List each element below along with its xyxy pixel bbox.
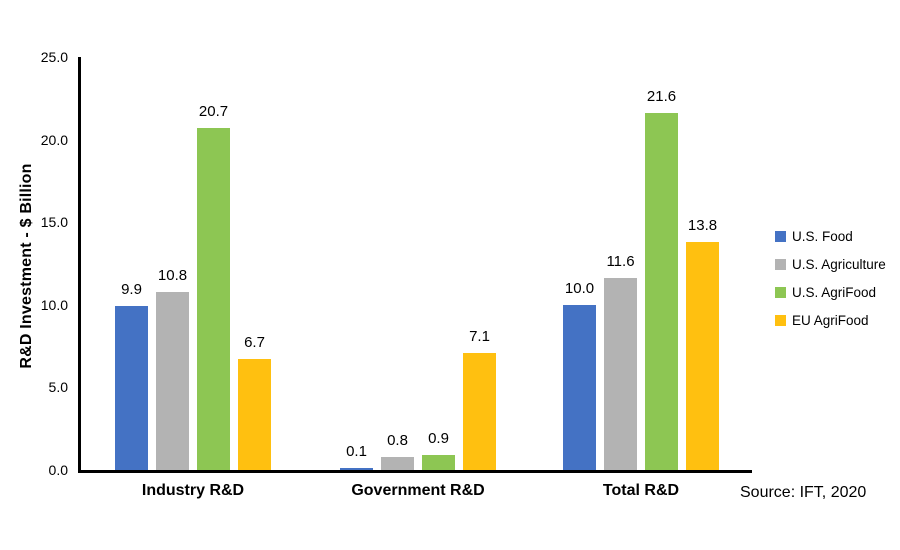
bar-value-label: 6.7 — [244, 334, 265, 351]
legend-item: U.S. Agriculture — [775, 256, 886, 272]
y-tick-label: 10.0 — [40, 296, 68, 313]
source-note: Source: IFT, 2020 — [740, 484, 867, 501]
bar-column: 6.7 — [238, 334, 271, 470]
legend-label: U.S. Food — [792, 228, 853, 244]
bar-column: 21.6 — [645, 88, 678, 470]
bar-value-label: 0.9 — [428, 430, 449, 447]
bar-value-label: 7.1 — [469, 328, 490, 345]
bar — [197, 128, 230, 470]
legend-label: EU AgriFood — [792, 312, 869, 328]
bar-value-label: 20.7 — [198, 103, 229, 120]
y-tick-label: 5.0 — [48, 379, 68, 396]
category-label: Government R&D — [351, 482, 485, 499]
bar — [381, 457, 414, 470]
bar-group: 10.0 11.6 21.6 13.8 — [563, 88, 719, 470]
bar-group: 0.1 0.8 0.9 7.1 — [340, 328, 496, 470]
bar-value-label: 13.8 — [687, 217, 718, 234]
legend-label: U.S. Agriculture — [792, 256, 886, 272]
bar — [156, 292, 189, 470]
bar-value-label: 11.6 — [606, 253, 635, 270]
legend-item: U.S. Food — [775, 228, 886, 244]
bar — [645, 113, 678, 470]
bar-column: 0.8 — [381, 432, 414, 470]
bar-column: 9.9 — [115, 281, 148, 470]
y-tick-label: 20.0 — [40, 131, 68, 148]
legend-swatch-icon — [775, 230, 786, 242]
legend-swatch-icon — [775, 258, 786, 270]
bar-column: 13.8 — [686, 217, 719, 470]
y-tick-label: 15.0 — [40, 214, 68, 231]
legend-swatch-icon — [775, 314, 786, 326]
bar-column: 11.6 — [604, 253, 637, 470]
bar-value-label: 10.8 — [157, 267, 188, 284]
bar-column: 0.9 — [422, 430, 455, 470]
bar-column: 0.1 — [340, 443, 373, 470]
plot-area: 0.0 5.0 10.0 15.0 20.0 25.0 9.9 10.8 20.7 6.7 0.1 0… — [41, 49, 752, 478]
category-label: Industry R&D — [141, 482, 245, 499]
bar — [463, 353, 496, 470]
bar — [604, 278, 637, 470]
bar-column: 10.0 — [563, 280, 596, 470]
category-label: Total R&D — [602, 482, 680, 499]
bar-value-label: 21.6 — [646, 88, 677, 105]
bar — [115, 306, 148, 470]
bar-column: 20.7 — [197, 103, 230, 470]
y-tick-label: 25.0 — [40, 49, 68, 65]
bar-value-label: 9.9 — [121, 281, 142, 298]
legend-item: EU AgriFood — [775, 312, 886, 328]
y-axis-title: R&D Investment - $ Billion — [18, 163, 35, 369]
bar-group: 9.9 10.8 20.7 6.7 — [115, 103, 271, 470]
bar-value-label: 10.0 — [564, 280, 595, 297]
legend: U.S. Food U.S. Agriculture U.S. AgriFood EU… — [775, 228, 886, 328]
bar — [238, 359, 271, 470]
bar-column: 10.8 — [156, 267, 189, 470]
legend-label: U.S. AgriFood — [792, 284, 877, 300]
bar-value-label: 0.1 — [346, 443, 367, 460]
bar — [422, 455, 455, 470]
bar — [340, 468, 373, 470]
bar — [563, 305, 596, 470]
legend-swatch-icon — [775, 286, 786, 298]
bar — [686, 242, 719, 470]
legend-item: U.S. AgriFood — [775, 284, 886, 300]
bar-value-label: 0.8 — [387, 432, 408, 449]
y-tick-label: 0.0 — [48, 462, 68, 478]
bar-column: 7.1 — [463, 328, 496, 470]
